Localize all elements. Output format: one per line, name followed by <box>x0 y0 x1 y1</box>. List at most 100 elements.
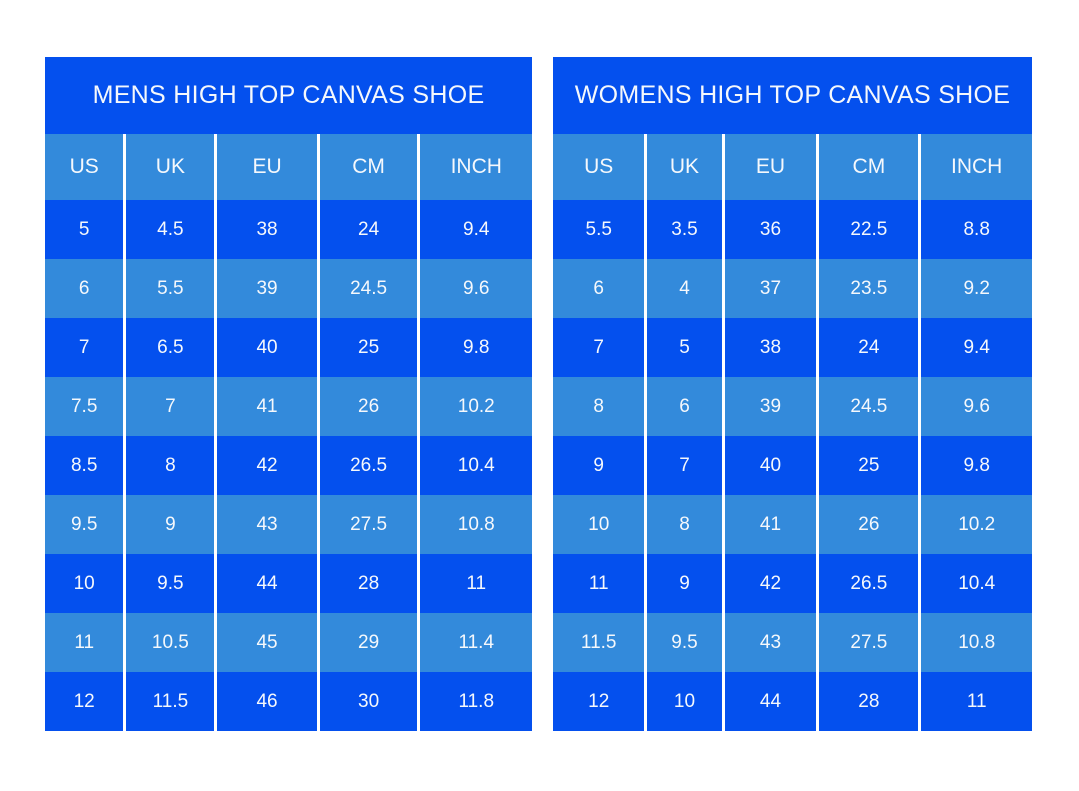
mens-column-header-eu: EU <box>214 134 319 200</box>
table-cell: 7 <box>78 336 90 358</box>
table-cell: 5 <box>644 318 724 377</box>
womens-size-table: US UK EU CM INCH 5.5 3.5 36 22.5 8.8 6 4 <box>553 134 1032 731</box>
table-cell: 28 <box>816 672 920 731</box>
table-cell: 40 <box>721 436 818 495</box>
table-cell: 4.5 <box>123 200 216 259</box>
table-cell: 8.5 <box>70 454 98 476</box>
table-row: 10 8 41 26 10.2 <box>553 495 1032 554</box>
table-cell: 6 <box>78 277 90 299</box>
table-cell: 10.8 <box>918 613 1032 672</box>
table-cell: 37 <box>721 259 818 318</box>
table-cell: 40 <box>214 318 319 377</box>
table-cell: 9.5 <box>70 513 98 535</box>
table-cell: 43 <box>721 613 818 672</box>
table-cell: 43 <box>214 495 319 554</box>
table-cell: 36 <box>721 200 818 259</box>
table-cell: 9.5 <box>123 554 216 613</box>
table-cell: 4 <box>644 259 724 318</box>
table-row: 11.5 9.5 43 27.5 10.8 <box>553 613 1032 672</box>
table-cell: 44 <box>721 672 818 731</box>
table-cell: 3.5 <box>644 200 724 259</box>
table-cell: 10 <box>644 672 724 731</box>
table-cell: 8 <box>123 436 216 495</box>
table-row: 5.5 3.5 36 22.5 8.8 <box>553 200 1032 259</box>
table-cell: 5.5 <box>123 259 216 318</box>
table-row: 8 6 39 24.5 9.6 <box>553 377 1032 436</box>
table-cell: 39 <box>214 259 319 318</box>
table-cell: 9.5 <box>644 613 724 672</box>
table-cell: 9.4 <box>417 200 532 259</box>
table-cell: 6 <box>644 377 724 436</box>
table-cell: 11 <box>918 672 1032 731</box>
table-row: 12 11.5 46 30 11.8 <box>45 672 532 731</box>
table-cell: 10.2 <box>417 377 532 436</box>
table-cell: 5.5 <box>585 218 612 240</box>
table-cell: 26 <box>816 495 920 554</box>
table-cell: 38 <box>214 200 319 259</box>
table-cell: 28 <box>316 554 419 613</box>
table-cell: 11.5 <box>123 672 216 731</box>
table-cell: 11 <box>74 631 95 653</box>
table-cell: 23.5 <box>816 259 920 318</box>
table-cell: 29 <box>316 613 419 672</box>
table-row: 5 4.5 38 24 9.4 <box>45 200 532 259</box>
mens-column-header-inch: INCH <box>417 134 532 200</box>
table-cell: 24 <box>316 200 419 259</box>
table-row: 7.5 7 41 26 10.2 <box>45 377 532 436</box>
table-row: 8.5 8 42 26.5 10.4 <box>45 436 532 495</box>
table-cell: 5 <box>78 218 90 240</box>
womens-column-header-uk: UK <box>644 134 724 200</box>
table-cell: 7 <box>123 377 216 436</box>
mens-column-header-uk: UK <box>123 134 216 200</box>
table-cell: 9 <box>123 495 216 554</box>
table-row: 6 4 37 23.5 9.2 <box>553 259 1032 318</box>
table-cell: 44 <box>214 554 319 613</box>
table-cell: 10.8 <box>417 495 532 554</box>
womens-size-chart: WOMENS HIGH TOP CANVAS SHOE US UK EU CM … <box>553 57 1032 731</box>
table-cell: 9 <box>644 554 724 613</box>
mens-size-chart: MENS HIGH TOP CANVAS SHOE US UK EU CM IN… <box>45 57 532 731</box>
table-cell: 9.2 <box>918 259 1032 318</box>
table-cell: 26 <box>316 377 419 436</box>
table-row: 7 6.5 40 25 9.8 <box>45 318 532 377</box>
table-cell: 27.5 <box>316 495 419 554</box>
table-cell: 11 <box>417 554 532 613</box>
table-cell: 26.5 <box>816 554 920 613</box>
table-cell: 9.6 <box>417 259 532 318</box>
mens-chart-title: MENS HIGH TOP CANVAS SHOE <box>45 57 532 134</box>
table-cell: 12 <box>588 690 610 712</box>
mens-column-header-us: US <box>45 134 125 200</box>
table-row: 12 10 44 28 11 <box>553 672 1032 731</box>
table-cell: 24.5 <box>816 377 920 436</box>
mens-size-table: US UK EU CM INCH 5 4.5 38 24 9.4 6 5.5 <box>45 134 532 731</box>
table-cell: 10.5 <box>123 613 216 672</box>
table-cell: 38 <box>721 318 818 377</box>
table-row: 9.5 9 43 27.5 10.8 <box>45 495 532 554</box>
table-cell: 11 <box>588 572 609 594</box>
mens-column-header-cm: CM <box>316 134 419 200</box>
table-cell: 8.8 <box>918 200 1032 259</box>
table-cell: 9.8 <box>417 318 532 377</box>
table-cell: 10.2 <box>918 495 1032 554</box>
table-cell: 9.4 <box>918 318 1032 377</box>
table-row: 6 5.5 39 24.5 9.6 <box>45 259 532 318</box>
table-cell: 11.8 <box>417 672 532 731</box>
table-row: 11 9 42 26.5 10.4 <box>553 554 1032 613</box>
table-cell: 42 <box>721 554 818 613</box>
table-cell: 11.5 <box>580 631 617 653</box>
table-cell: 10 <box>588 513 610 535</box>
table-cell: 27.5 <box>816 613 920 672</box>
table-cell: 11.4 <box>417 613 532 672</box>
table-row: 7 5 38 24 9.4 <box>553 318 1032 377</box>
mens-header-row: US UK EU CM INCH <box>45 134 532 200</box>
table-cell: 41 <box>214 377 319 436</box>
table-row: 9 7 40 25 9.8 <box>553 436 1032 495</box>
table-cell: 6.5 <box>123 318 216 377</box>
table-cell: 39 <box>721 377 818 436</box>
womens-chart-title: WOMENS HIGH TOP CANVAS SHOE <box>553 57 1032 134</box>
womens-header-row: US UK EU CM INCH <box>553 134 1032 200</box>
table-cell: 30 <box>316 672 419 731</box>
table-cell: 46 <box>214 672 319 731</box>
table-cell: 42 <box>214 436 319 495</box>
